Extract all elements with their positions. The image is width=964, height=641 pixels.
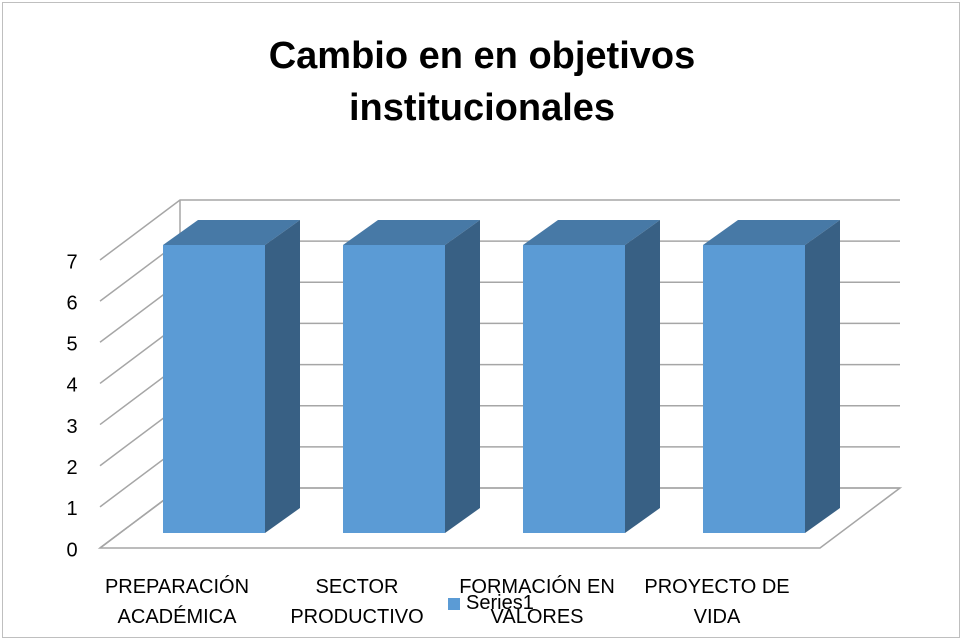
bar-top: [523, 220, 660, 245]
bar-front: [343, 245, 445, 533]
legend: Series1: [448, 592, 534, 615]
bar: [703, 220, 840, 533]
y-tick-label: 7: [66, 251, 77, 273]
x-tick-label: PROYECTO DE VIDA: [644, 576, 790, 628]
x-tick-label: SECTOR PRODUCTIVO: [290, 576, 424, 628]
x-tick-label: FORMACIÓN EN VALORES: [459, 576, 615, 628]
bar-side: [805, 220, 840, 533]
y-tick-label: 6: [66, 292, 77, 314]
legend-swatch: [448, 597, 460, 610]
bar-front: [703, 245, 805, 533]
chart-title: Cambio en en objetivos institucionales: [268, 35, 696, 129]
y-tick-label: 4: [66, 375, 77, 397]
legend-label: Series1: [466, 592, 534, 614]
bar-top: [163, 220, 300, 245]
bar-side: [445, 220, 480, 533]
y-tick-label: 3: [66, 416, 77, 438]
bar-front: [163, 245, 265, 533]
y-tick-label: 0: [66, 539, 77, 561]
bar-side: [625, 220, 660, 533]
bar-side: [265, 220, 300, 533]
x-tick-label: PREPARACIÓN ACADÉMICA: [104, 576, 250, 628]
bar-front: [523, 245, 625, 533]
bar: [163, 220, 300, 533]
bar: [343, 220, 480, 533]
bar: [523, 220, 660, 533]
y-tick-label: 2: [66, 457, 77, 479]
bar-top: [343, 220, 480, 245]
y-tick-label: 5: [66, 334, 77, 356]
bar-top: [703, 220, 840, 245]
y-tick-label: 1: [66, 498, 77, 520]
grid-line: [99, 199, 900, 261]
